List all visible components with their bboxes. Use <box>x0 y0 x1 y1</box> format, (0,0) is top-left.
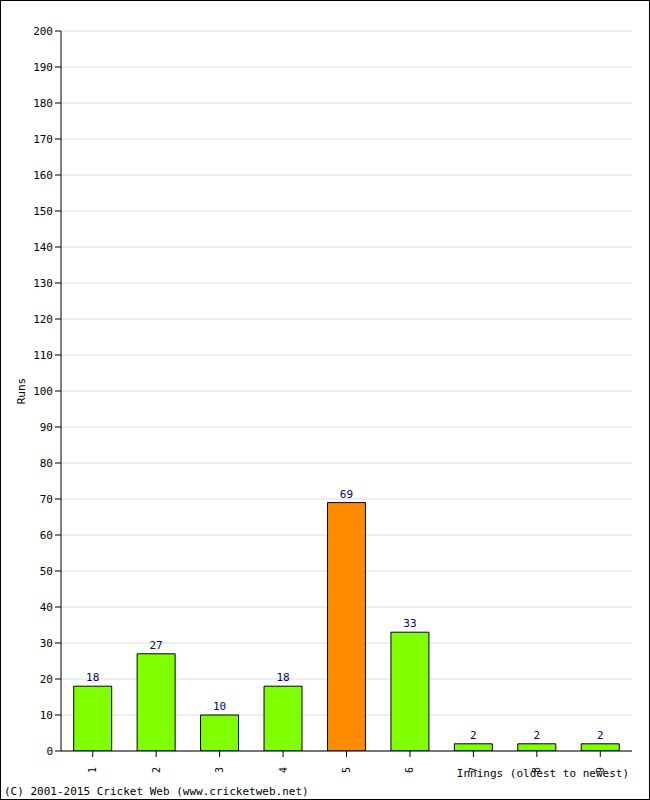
html-text:(C) 2001-2015 Cricket Web (www: (C) 2001-2015 Cricket Web (www.cricketwe… <box>4 785 309 798</box>
svg-text:150: 150 <box>33 205 53 218</box>
svg-text:4: 4 <box>278 767 289 773</box>
svg-text:27: 27 <box>150 639 163 652</box>
svg-text:18: 18 <box>276 671 289 684</box>
svg-text:70: 70 <box>40 493 53 506</box>
svg-text:100: 100 <box>33 385 53 398</box>
svg-text:1: 1 <box>87 767 98 773</box>
svg-text:2: 2 <box>533 729 540 742</box>
svg-text:200: 200 <box>33 25 53 38</box>
svg-text:30: 30 <box>40 637 53 650</box>
svg-text:2: 2 <box>470 729 477 742</box>
svg-text:50: 50 <box>40 565 53 578</box>
svg-text:90: 90 <box>40 421 53 434</box>
svg-text:130: 130 <box>33 277 53 290</box>
svg-text:170: 170 <box>33 133 53 146</box>
svg-text:2: 2 <box>597 729 604 742</box>
html-text:Innings (oldest to newest): Innings (oldest to newest) <box>456 767 629 780</box>
svg-text:33: 33 <box>403 617 416 630</box>
svg-text:2: 2 <box>151 767 162 773</box>
svg-text:20: 20 <box>40 673 53 686</box>
svg-text:140: 140 <box>33 241 53 254</box>
svg-text:160: 160 <box>33 169 53 182</box>
svg-text:110: 110 <box>33 349 53 362</box>
svg-text:18: 18 <box>86 671 99 684</box>
svg-text:69: 69 <box>340 488 353 501</box>
svg-text:10: 10 <box>213 700 226 713</box>
svg-text:60: 60 <box>40 529 53 542</box>
svg-text:5: 5 <box>341 767 352 773</box>
svg-text:Runs: Runs <box>15 378 28 405</box>
svg-text:80: 80 <box>40 457 53 470</box>
svg-text:180: 180 <box>33 97 53 110</box>
svg-text:3: 3 <box>214 767 225 773</box>
svg-text:120: 120 <box>33 313 53 326</box>
svg-text:190: 190 <box>33 61 53 74</box>
svg-text:6: 6 <box>404 767 415 773</box>
svg-text:10: 10 <box>40 709 53 722</box>
svg-text:0: 0 <box>46 745 53 758</box>
svg-text:40: 40 <box>40 601 53 614</box>
